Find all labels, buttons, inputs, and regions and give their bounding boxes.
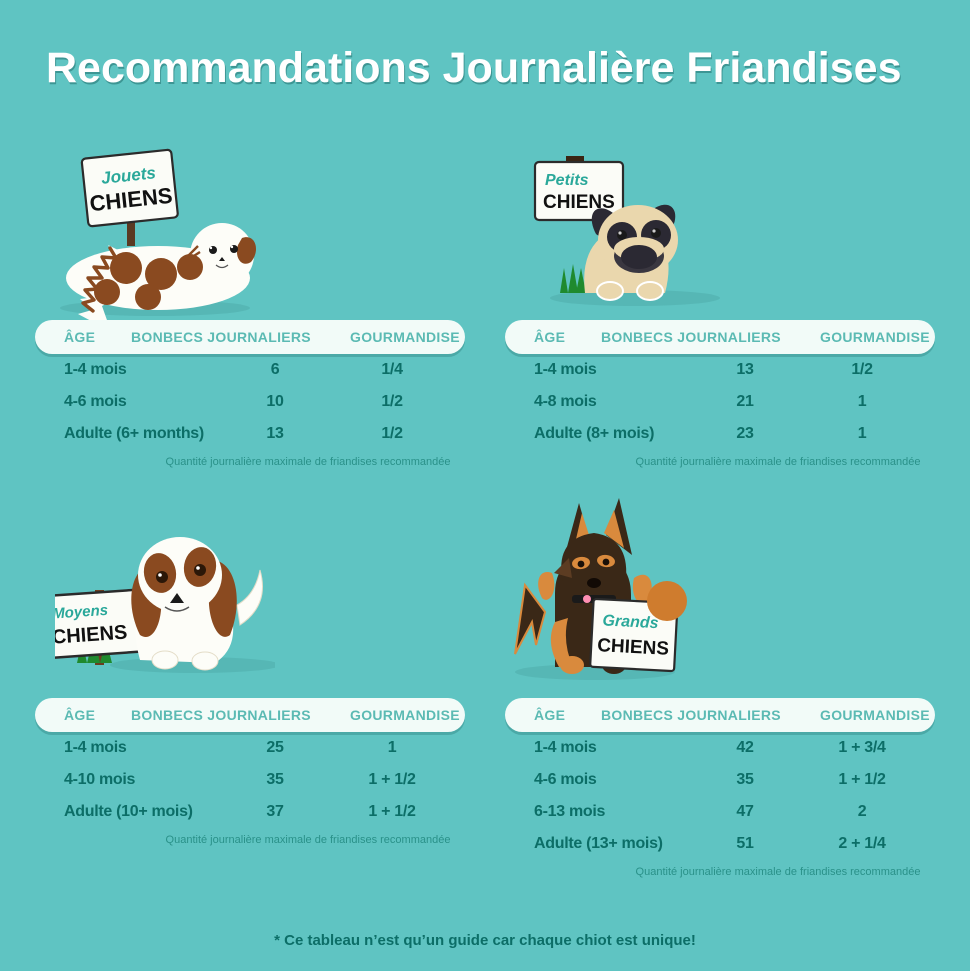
svg-text:Petits: Petits (545, 172, 589, 189)
svg-text:Grands: Grands (602, 612, 659, 632)
svg-text:CHIENS: CHIENS (597, 635, 670, 660)
